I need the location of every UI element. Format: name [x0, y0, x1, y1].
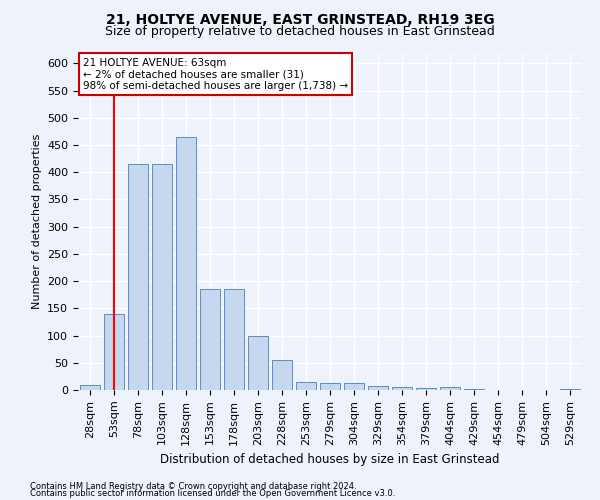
Y-axis label: Number of detached properties: Number of detached properties — [32, 134, 41, 309]
X-axis label: Distribution of detached houses by size in East Grinstead: Distribution of detached houses by size … — [160, 453, 500, 466]
Text: Contains HM Land Registry data © Crown copyright and database right 2024.: Contains HM Land Registry data © Crown c… — [30, 482, 356, 491]
Bar — [128, 164, 148, 390]
Bar — [176, 137, 196, 390]
Bar — [320, 384, 340, 390]
Bar — [416, 388, 436, 390]
Text: 21, HOLTYE AVENUE, EAST GRINSTEAD, RH19 3EG: 21, HOLTYE AVENUE, EAST GRINSTEAD, RH19 … — [106, 12, 494, 26]
Text: Contains public sector information licensed under the Open Government Licence v3: Contains public sector information licen… — [30, 490, 395, 498]
Bar — [440, 388, 460, 390]
Bar — [80, 384, 100, 390]
Bar — [248, 336, 268, 390]
Bar — [296, 382, 316, 390]
Text: 21 HOLTYE AVENUE: 63sqm
← 2% of detached houses are smaller (31)
98% of semi-det: 21 HOLTYE AVENUE: 63sqm ← 2% of detached… — [83, 58, 348, 91]
Bar — [200, 290, 220, 390]
Bar — [104, 314, 124, 390]
Text: Size of property relative to detached houses in East Grinstead: Size of property relative to detached ho… — [105, 25, 495, 38]
Bar — [560, 389, 580, 390]
Bar — [344, 384, 364, 390]
Bar — [152, 164, 172, 390]
Bar — [272, 360, 292, 390]
Bar — [368, 386, 388, 390]
Bar — [392, 388, 412, 390]
Bar — [224, 290, 244, 390]
